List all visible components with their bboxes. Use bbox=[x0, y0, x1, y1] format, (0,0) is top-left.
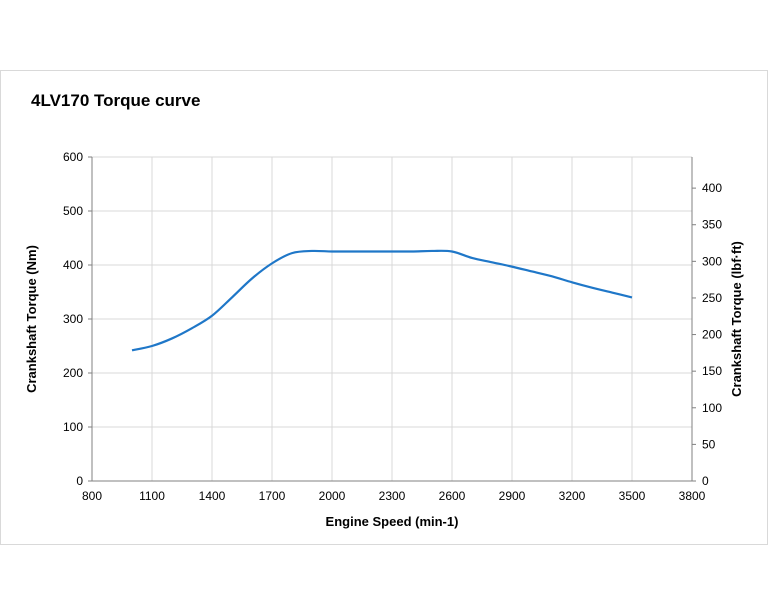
y-tick-label: 600 bbox=[63, 150, 83, 164]
x-tick-label: 3200 bbox=[559, 489, 586, 503]
y-tick-label: 0 bbox=[76, 474, 83, 488]
y2-tick-label: 250 bbox=[702, 291, 722, 305]
y2-tick-label: 0 bbox=[702, 474, 709, 488]
y2-tick-label: 50 bbox=[702, 437, 716, 451]
y2-tick-label: 300 bbox=[702, 254, 722, 268]
y-axis-label: Crankshaft Torque (Nm) bbox=[24, 245, 39, 393]
y-tick-label: 200 bbox=[63, 366, 83, 380]
y2-tick-label: 200 bbox=[702, 328, 722, 342]
x-tick-label: 2300 bbox=[379, 489, 406, 503]
y2-tick-label: 150 bbox=[702, 364, 722, 378]
x-tick-label: 1400 bbox=[199, 489, 226, 503]
torque-series-line bbox=[131, 249, 633, 352]
x-tick-label: 3500 bbox=[619, 489, 646, 503]
x-tick-label: 1700 bbox=[259, 489, 286, 503]
y2-tick-label: 350 bbox=[702, 218, 722, 232]
x-tick-label: 800 bbox=[82, 489, 102, 503]
x-tick-label: 1100 bbox=[139, 489, 165, 503]
x-tick-label: 3800 bbox=[679, 489, 706, 503]
chart-title: 4LV170 Torque curve bbox=[31, 91, 201, 110]
x-tick-label: 2000 bbox=[319, 489, 346, 503]
y2-axis-label: Crankshaft Torque (lbf·ft) bbox=[729, 241, 744, 397]
y-tick-label: 400 bbox=[63, 258, 83, 272]
y-tick-label: 500 bbox=[63, 204, 83, 218]
x-axis-label: Engine Speed (min-1) bbox=[326, 514, 459, 529]
y-tick-label: 300 bbox=[63, 312, 83, 326]
y2-tick-label: 100 bbox=[702, 401, 722, 415]
x-tick-label: 2900 bbox=[499, 489, 526, 503]
y-tick-label: 100 bbox=[63, 420, 83, 434]
y2-tick-label: 400 bbox=[702, 181, 722, 195]
x-tick-label: 2600 bbox=[439, 489, 466, 503]
